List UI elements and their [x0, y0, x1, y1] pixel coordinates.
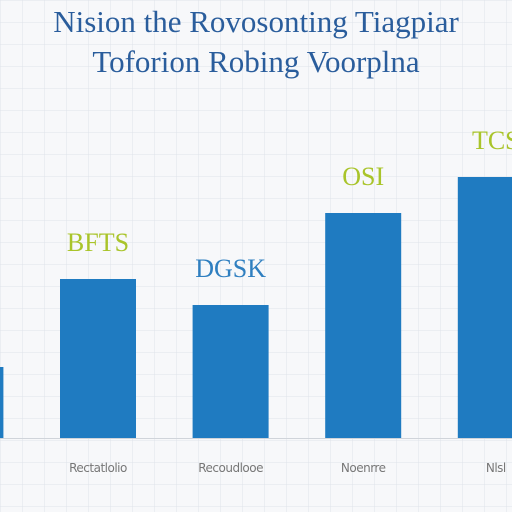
- x-tick-label: Recoudlooe: [198, 461, 263, 475]
- x-tick-label: Noenrre: [341, 461, 386, 475]
- bar-label: TCS: [472, 126, 512, 155]
- bar-label: BFTS: [67, 228, 129, 257]
- bar-label: DGSK: [195, 254, 266, 283]
- chart-title: Nision the Rovosonting Tiagpiar: [53, 4, 459, 39]
- bar-label: OSI: [342, 162, 384, 191]
- bar: [0, 367, 4, 438]
- bar: [192, 305, 269, 438]
- x-tick-label: Nlsl: [486, 461, 506, 475]
- bar: [325, 213, 402, 438]
- chart-subtitle: Toforion Robing Voorplna: [92, 44, 420, 79]
- bar: [60, 279, 136, 438]
- plot-area: Rectatlolio BFTS Recoudlooe DGSK Noenrre OSI N…: [0, 126, 512, 475]
- x-tick-label: Rectatlolio: [69, 461, 127, 475]
- bar: [457, 177, 512, 438]
